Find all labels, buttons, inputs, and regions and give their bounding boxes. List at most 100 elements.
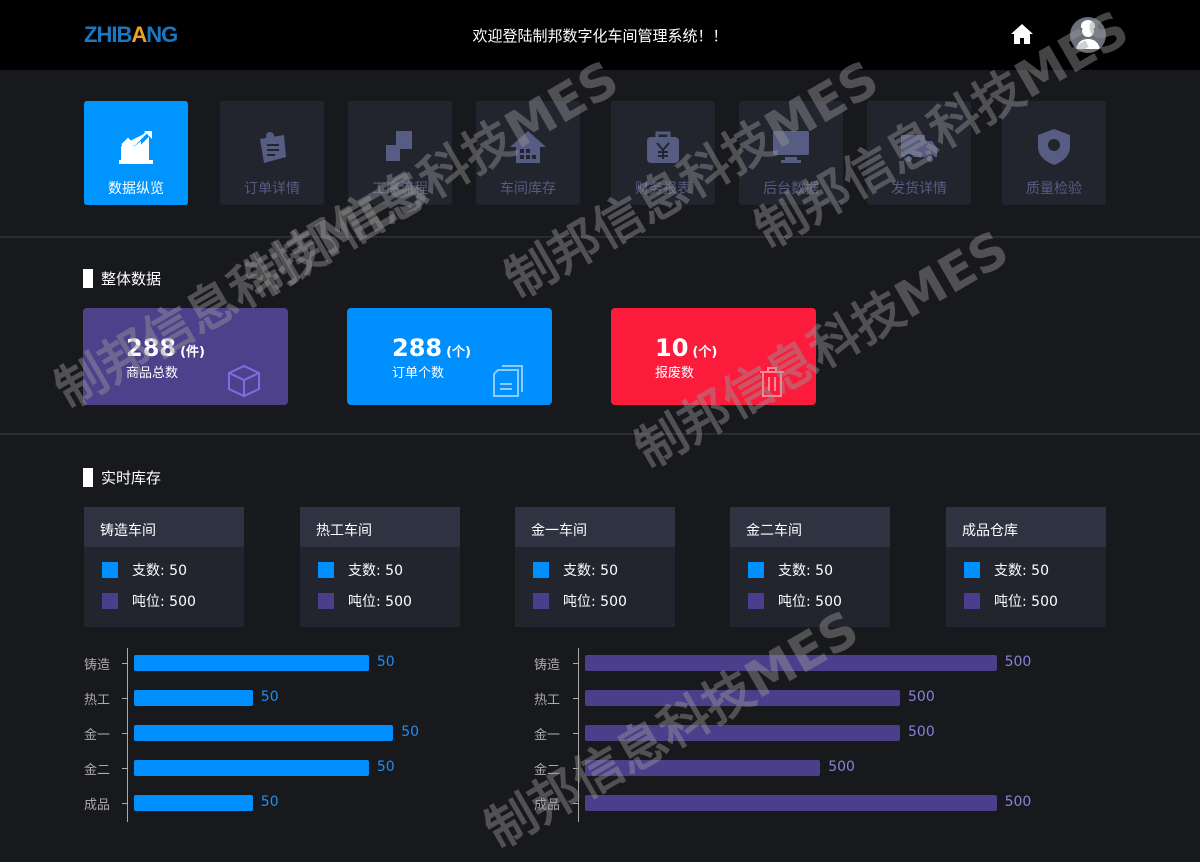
y-axis bbox=[578, 648, 579, 822]
legend-swatch bbox=[964, 562, 980, 578]
legend-swatch bbox=[748, 562, 764, 578]
legend-swatch bbox=[964, 593, 980, 609]
divider bbox=[0, 433, 1200, 435]
nav-tile-2[interactable]: 工序流程 bbox=[348, 101, 452, 205]
bar[interactable] bbox=[585, 795, 997, 811]
stat-unit: (件) bbox=[180, 345, 205, 360]
workshop-name: 金一车间 bbox=[515, 507, 675, 547]
workshop-card: 铸造车间 支数: 50 吨位: 500 bbox=[84, 507, 244, 627]
bar[interactable] bbox=[134, 760, 369, 776]
section-title-inventory: 实时库存 bbox=[83, 467, 161, 488]
cube-icon bbox=[228, 364, 260, 398]
bar-value-label: 50 bbox=[260, 689, 279, 705]
stat-card: 288 (个) 订单个数 bbox=[347, 308, 552, 405]
bar[interactable] bbox=[585, 760, 821, 776]
stat-label: 报废数 bbox=[655, 366, 695, 381]
nav-label: 发货详情 bbox=[891, 181, 947, 197]
process-icon bbox=[386, 131, 412, 161]
category-label: 成品 bbox=[533, 798, 560, 813]
bar-value-label: 500 bbox=[908, 689, 935, 705]
bar-value-label: 50 bbox=[260, 794, 279, 810]
stat-label: 订单个数 bbox=[392, 366, 445, 381]
home-icon[interactable] bbox=[1010, 22, 1034, 46]
legend-swatch bbox=[102, 562, 118, 578]
stat-unit: (个) bbox=[692, 345, 718, 360]
count-text: 支数: 50 bbox=[563, 563, 618, 579]
axis-tick bbox=[573, 733, 578, 734]
count-text: 支数: 50 bbox=[132, 563, 187, 579]
monitor-icon bbox=[773, 131, 809, 163]
bar-value-label: 500 bbox=[1004, 794, 1032, 810]
bar[interactable] bbox=[585, 655, 997, 671]
bar-value-label: 50 bbox=[401, 724, 420, 740]
axis-tick bbox=[573, 803, 578, 804]
y-axis bbox=[127, 648, 128, 822]
stat-value: 10 bbox=[655, 334, 689, 362]
category-label: 金二 bbox=[83, 763, 110, 778]
stat-card: 10 (个) 报废数 bbox=[611, 308, 816, 405]
legend-swatch bbox=[533, 562, 549, 578]
legend-swatch bbox=[318, 593, 334, 609]
bar[interactable] bbox=[134, 690, 253, 706]
truck-icon bbox=[901, 135, 937, 164]
category-label: 金二 bbox=[533, 763, 560, 778]
logo[interactable]: ZHIBANG bbox=[84, 22, 178, 47]
category-label: 铸造 bbox=[83, 658, 110, 673]
stat-unit: (个) bbox=[446, 345, 471, 360]
nav-tile-7[interactable]: 质量检验 bbox=[1002, 101, 1106, 205]
stat-card: 288 (件) 商品总数 bbox=[83, 308, 288, 405]
nav-label: 后台数据 bbox=[763, 181, 819, 197]
top-bar: ZHIBANG 欢迎登陆制邦数字化车间管理系统！！ bbox=[0, 0, 1200, 70]
workshop-name: 铸造车间 bbox=[84, 507, 244, 547]
yen-bag-icon bbox=[647, 131, 679, 163]
workshop-name: 成品仓库 bbox=[946, 507, 1106, 547]
avatar[interactable] bbox=[1070, 17, 1106, 53]
category-label: 热工 bbox=[83, 693, 110, 708]
category-label: 成品 bbox=[83, 798, 110, 813]
stat-value: 288 bbox=[392, 334, 443, 362]
axis-tick bbox=[122, 663, 127, 664]
tons-text: 吨位: 500 bbox=[563, 594, 627, 610]
category-label: 金一 bbox=[533, 728, 560, 743]
nav-tile-6[interactable]: 发货详情 bbox=[867, 101, 971, 205]
nav-label: 车间库存 bbox=[500, 181, 556, 197]
nav-label: 数据纵览 bbox=[108, 181, 164, 197]
nav-label: 质量检验 bbox=[1026, 181, 1082, 197]
nav-label: 工序流程 bbox=[372, 181, 428, 197]
trash-icon bbox=[760, 367, 784, 397]
workshop-name: 热工车间 bbox=[300, 507, 460, 547]
bar[interactable] bbox=[585, 690, 900, 706]
category-label: 铸造 bbox=[533, 658, 560, 673]
nav-tile-4[interactable]: 财务报表 bbox=[611, 101, 715, 205]
bar[interactable] bbox=[585, 725, 900, 741]
nav-tile-5[interactable]: 后台数据 bbox=[739, 101, 843, 205]
nav-tile-0[interactable]: 数据纵览 bbox=[84, 101, 188, 205]
bar-value-label: 500 bbox=[828, 759, 855, 775]
category-label: 热工 bbox=[533, 693, 560, 708]
nav-tile-1[interactable]: 订单详情 bbox=[220, 101, 324, 205]
axis-tick bbox=[573, 768, 578, 769]
workshop-name: 金二车间 bbox=[730, 507, 890, 547]
bar[interactable] bbox=[134, 795, 253, 811]
document-icon bbox=[493, 365, 523, 397]
axis-tick bbox=[122, 803, 127, 804]
bar[interactable] bbox=[134, 725, 394, 741]
axis-tick bbox=[122, 698, 127, 699]
section-title-overall: 整体数据 bbox=[83, 268, 161, 289]
nav-label: 订单详情 bbox=[244, 181, 300, 197]
axis-tick bbox=[122, 733, 127, 734]
bar[interactable] bbox=[134, 655, 369, 671]
tons-text: 吨位: 500 bbox=[994, 594, 1058, 610]
bar-value-label: 500 bbox=[1004, 654, 1032, 670]
workshop-card: 成品仓库 支数: 50 吨位: 500 bbox=[946, 507, 1106, 627]
stat-value: 288 bbox=[126, 334, 177, 362]
legend-swatch bbox=[533, 593, 549, 609]
warehouse-icon bbox=[510, 131, 546, 163]
nav-tile-3[interactable]: 车间库存 bbox=[476, 101, 580, 205]
category-label: 金一 bbox=[83, 728, 110, 743]
bar-value-label: 500 bbox=[908, 724, 935, 740]
axis-tick bbox=[122, 768, 127, 769]
legend-swatch bbox=[748, 593, 764, 609]
shield-icon bbox=[1038, 129, 1070, 165]
tons-text: 吨位: 500 bbox=[348, 594, 412, 610]
